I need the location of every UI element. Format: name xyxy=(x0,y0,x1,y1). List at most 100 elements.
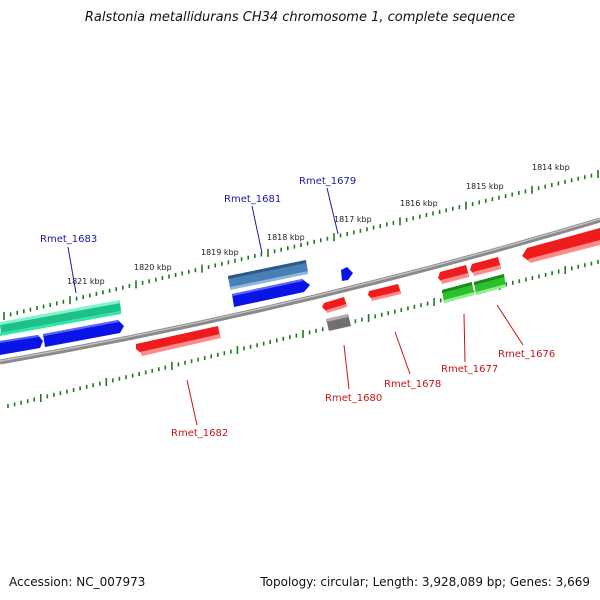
minor-tick xyxy=(512,280,514,285)
minor-tick xyxy=(300,243,302,247)
minor-tick xyxy=(207,265,210,270)
minor-tick xyxy=(518,279,521,284)
major-tick xyxy=(69,296,71,305)
gene-green-1676[interactable] xyxy=(474,274,506,295)
minor-tick xyxy=(570,178,573,183)
minor-tick xyxy=(531,276,534,280)
minor-tick xyxy=(125,375,127,380)
minor-tick xyxy=(26,399,29,404)
major-tick xyxy=(433,298,435,306)
leader-1677 xyxy=(463,313,466,363)
gene-green-1677[interactable] xyxy=(442,282,474,303)
minor-tick xyxy=(262,341,265,346)
minor-tick xyxy=(425,213,428,217)
minor-tick xyxy=(115,287,117,292)
minor-tick xyxy=(190,359,193,364)
minor-tick xyxy=(557,181,560,186)
minor-tick xyxy=(256,343,258,348)
minor-tick xyxy=(511,192,513,197)
gene-red-small-1[interactable] xyxy=(322,297,347,313)
minor-tick xyxy=(577,176,579,181)
gene-blue-small[interactable] xyxy=(341,267,353,281)
minor-tick xyxy=(557,269,560,274)
major-tick xyxy=(333,233,335,242)
minor-tick xyxy=(280,247,282,252)
minor-tick xyxy=(354,319,357,324)
major-tick xyxy=(531,185,533,194)
scale-label-1816: 1816 kbp xyxy=(400,199,438,208)
minor-tick xyxy=(203,356,206,360)
gene-blue-left-1[interactable] xyxy=(0,335,43,355)
leader-1680 xyxy=(343,344,350,390)
minor-tick xyxy=(471,202,474,206)
minor-tick xyxy=(92,383,94,388)
minor-tick xyxy=(59,391,62,396)
minor-tick xyxy=(544,272,547,277)
minor-tick xyxy=(339,233,342,238)
minor-tick xyxy=(432,211,434,216)
major-tick xyxy=(171,362,173,370)
gene-teal[interactable] xyxy=(0,300,121,336)
minor-tick xyxy=(452,206,454,211)
major-tick xyxy=(399,217,401,226)
minor-tick xyxy=(498,195,500,200)
minor-tick xyxy=(504,194,507,199)
minor-tick xyxy=(293,244,296,249)
gene-blue-left-2[interactable] xyxy=(43,320,124,347)
minor-tick xyxy=(82,295,84,300)
minor-tick xyxy=(276,338,278,343)
minor-tick xyxy=(419,214,421,219)
minor-tick xyxy=(518,190,520,195)
gene-red-1678[interactable] xyxy=(368,284,401,301)
gene-gray-1680[interactable] xyxy=(326,314,351,331)
major-tick xyxy=(105,378,108,386)
scale-label-1818: 1818 kbp xyxy=(267,233,305,242)
minor-tick xyxy=(234,258,236,263)
minor-tick xyxy=(571,266,573,271)
minor-tick xyxy=(177,362,180,367)
major-tick xyxy=(40,394,42,402)
gene-red-right[interactable] xyxy=(522,228,600,263)
minor-tick xyxy=(210,354,212,359)
minor-tick xyxy=(458,205,461,210)
chromosome-backbone xyxy=(0,217,600,365)
gene-steelblue[interactable] xyxy=(228,260,308,290)
minor-tick xyxy=(20,400,22,405)
minor-tick xyxy=(36,306,38,311)
minor-tick xyxy=(128,284,131,288)
minor-tick xyxy=(372,225,375,230)
minor-tick xyxy=(49,303,51,307)
minor-tick xyxy=(99,381,101,386)
minor-tick xyxy=(590,173,593,178)
minor-tick xyxy=(524,189,527,194)
major-tick xyxy=(236,346,239,354)
minor-tick xyxy=(590,261,593,266)
minor-tick xyxy=(538,274,540,279)
scale-label-1815: 1815 kbp xyxy=(466,182,504,191)
scale-label-1817: 1817 kbp xyxy=(334,215,372,224)
gene-red-small-3[interactable] xyxy=(470,257,501,276)
minor-tick xyxy=(386,222,388,227)
minor-tick xyxy=(584,263,586,268)
minor-tick xyxy=(326,236,329,241)
minor-tick xyxy=(282,336,285,341)
minor-tick xyxy=(75,296,78,301)
minor-tick xyxy=(379,224,381,229)
minor-tick xyxy=(13,402,16,407)
minor-tick xyxy=(249,344,252,349)
minor-tick xyxy=(394,309,396,314)
map-title: Ralstonia metallidurans CH34 chromosome … xyxy=(84,10,516,25)
minor-tick xyxy=(525,277,527,282)
gene-label-rmet-1682: Rmet_1682 xyxy=(171,428,228,439)
minor-tick xyxy=(295,333,298,338)
minor-tick xyxy=(260,252,263,257)
gene-red-1682[interactable] xyxy=(136,326,221,356)
minor-tick xyxy=(155,277,157,282)
minor-tick xyxy=(131,373,134,378)
minor-tick xyxy=(102,290,104,295)
gene-label-rmet-1676: Rmet_1676 xyxy=(498,349,555,360)
minor-tick xyxy=(46,394,49,399)
major-tick xyxy=(465,201,467,210)
gene-red-small-2[interactable] xyxy=(438,265,469,284)
gene-blue-mid[interactable] xyxy=(232,279,310,307)
